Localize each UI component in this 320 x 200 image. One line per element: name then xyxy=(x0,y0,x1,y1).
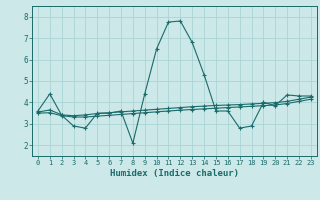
X-axis label: Humidex (Indice chaleur): Humidex (Indice chaleur) xyxy=(110,169,239,178)
